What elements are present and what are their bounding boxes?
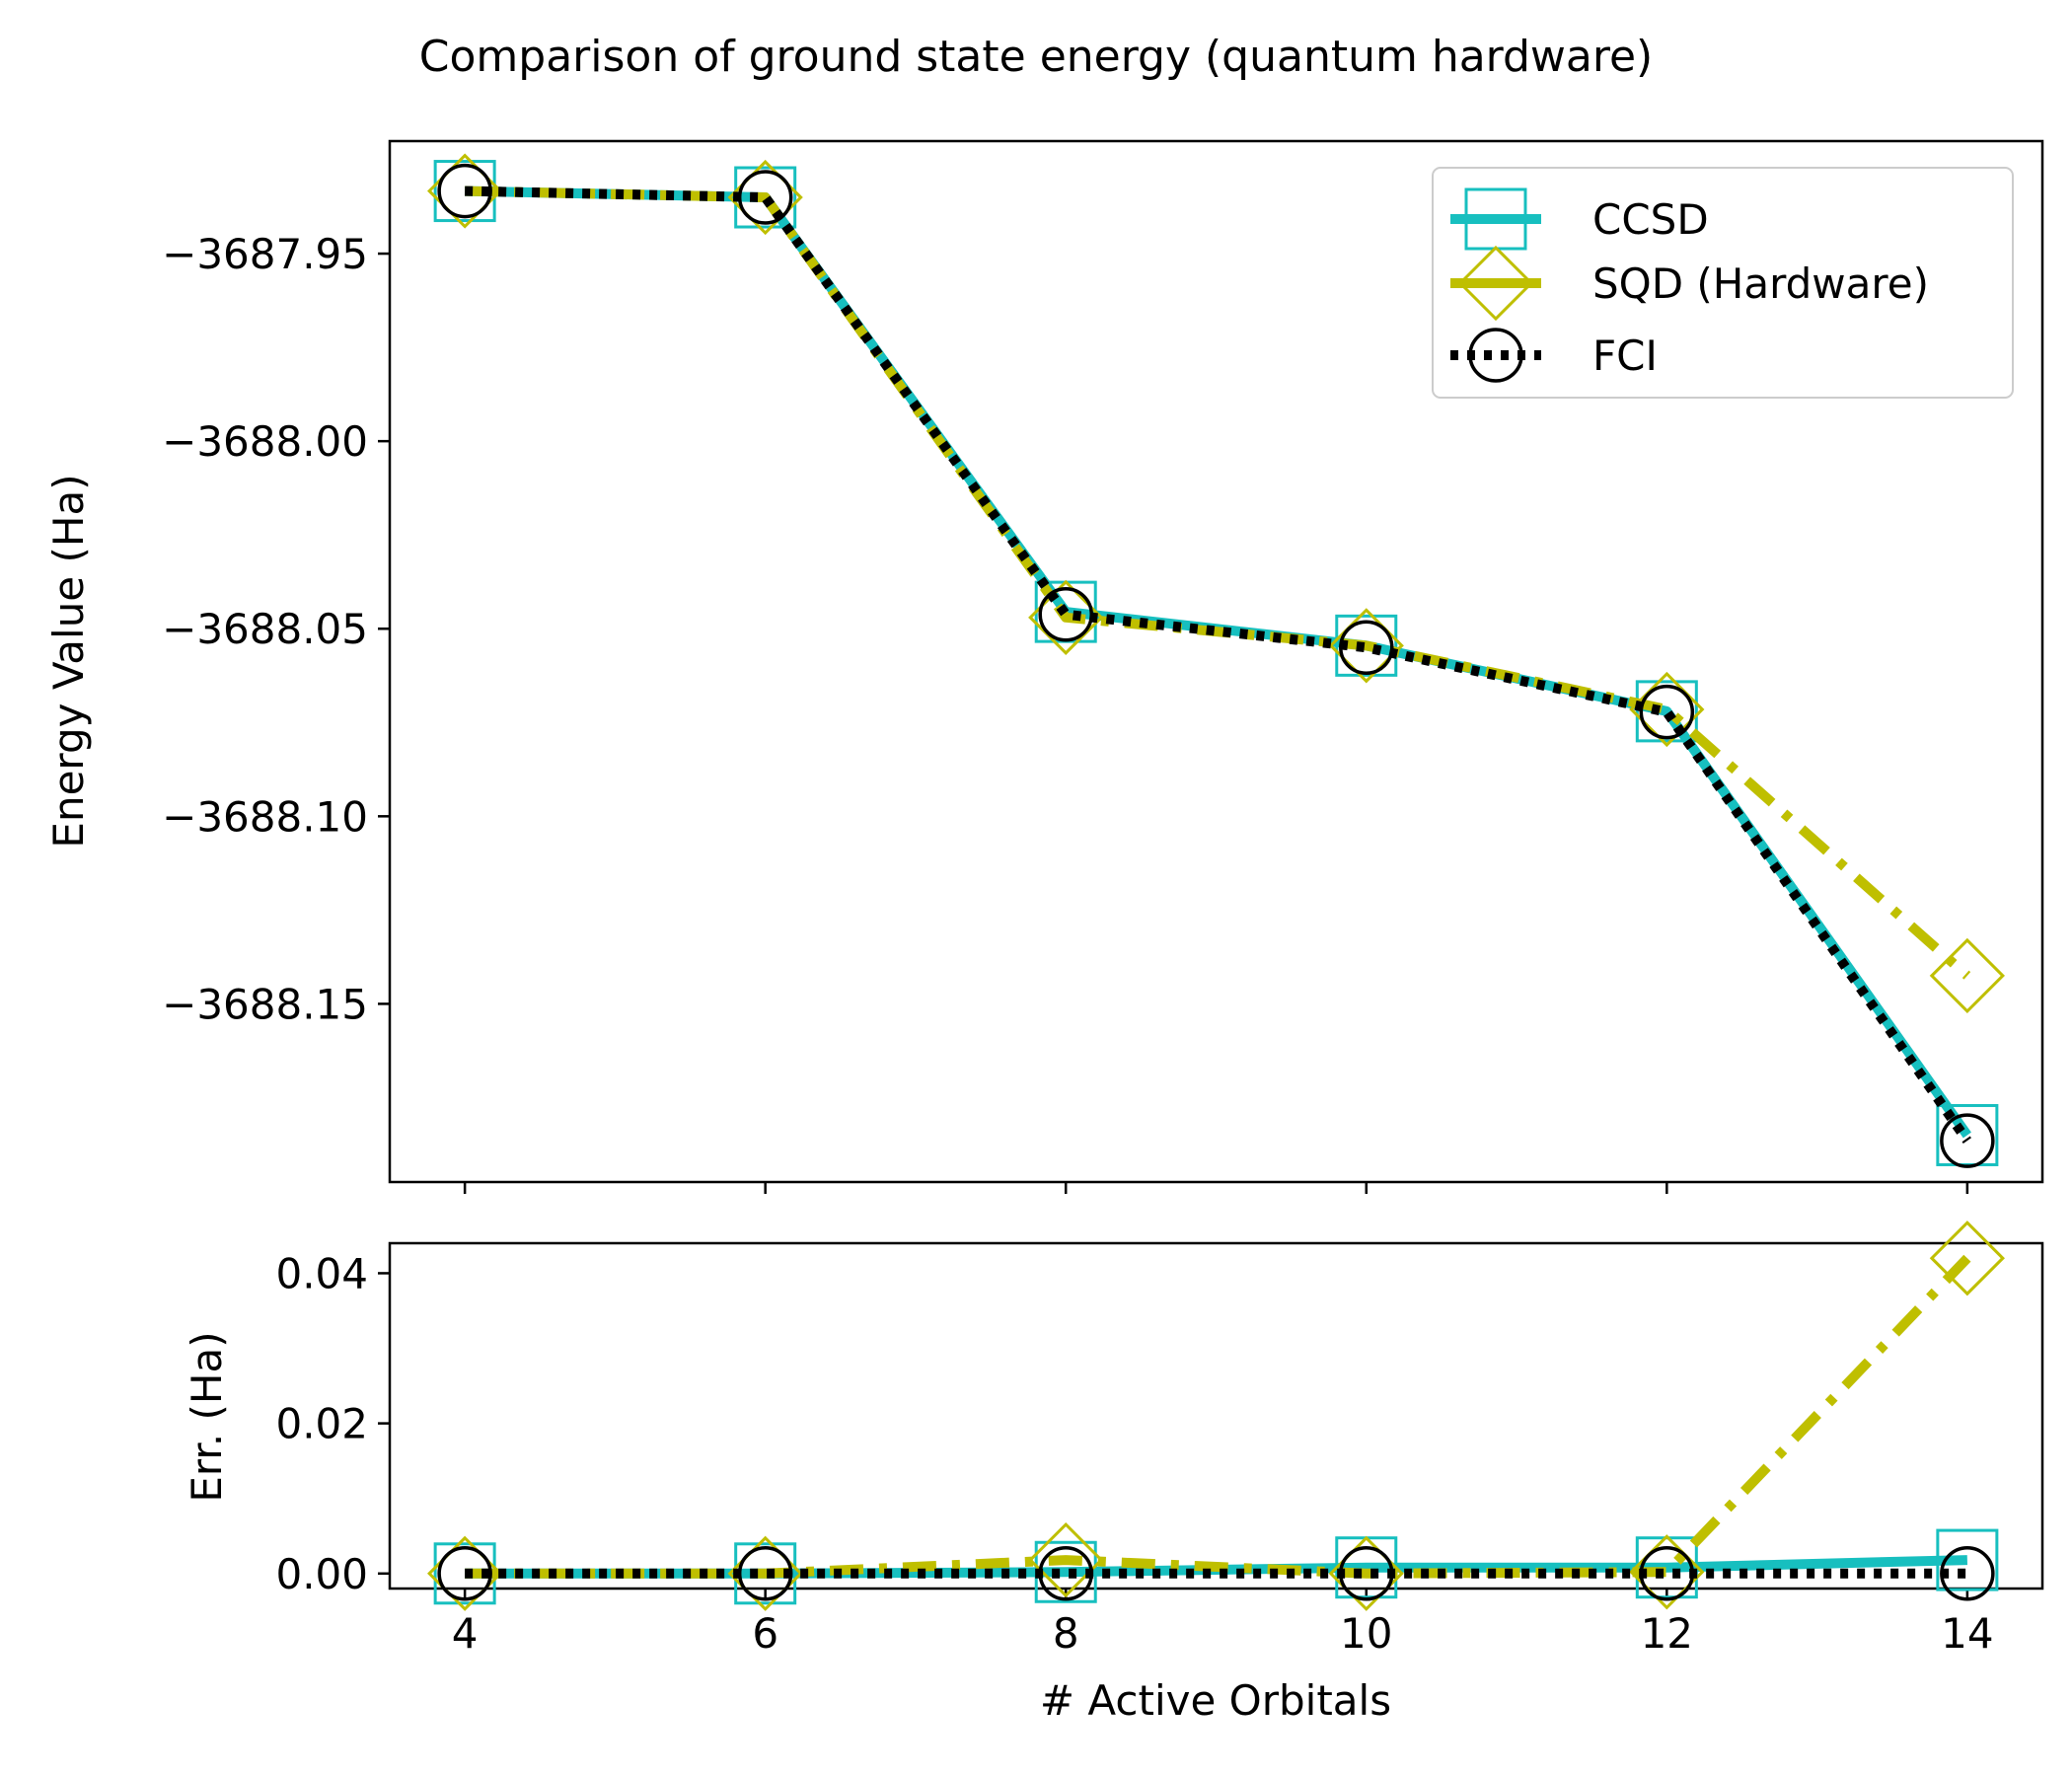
energy-y-tick-label: −3688.10 (162, 792, 368, 841)
energy-point-fci (737, 170, 793, 225)
energy-point-fci (1038, 587, 1093, 642)
error-x-tick-label: 12 (1641, 1609, 1693, 1658)
error-y-tick-label: 0.04 (275, 1249, 368, 1297)
energy-point-fci (1339, 620, 1394, 675)
error-point-fci (1940, 1546, 1995, 1601)
energy-point-ccsd (1335, 614, 1398, 677)
energy-y-tick-label: −3687.95 (162, 230, 368, 278)
energy-y-tick-label: −3688.00 (162, 417, 368, 466)
error-x-tick-label: 4 (452, 1609, 479, 1658)
legend-marker-sqd-hardware (1457, 245, 1534, 322)
energy-series-line-fci (465, 185, 1971, 1145)
error-y-tick-label: 0.02 (275, 1400, 368, 1448)
energy-x-ticks (463, 1182, 1969, 1194)
energy-point-fci (437, 163, 492, 219)
energy-panel-frame (388, 139, 2044, 1184)
chart-title: Comparison of ground state energy (quant… (419, 32, 1653, 82)
error-point-fci (737, 1546, 793, 1601)
error-series (427, 1221, 2005, 1611)
error-x-tick-label: 10 (1340, 1609, 1392, 1658)
legend-marker-fci (1468, 328, 1523, 383)
error-panel-frame (388, 1241, 2044, 1591)
error-point-fci (1038, 1546, 1093, 1601)
error-x-tick-label: 6 (752, 1609, 778, 1658)
legend: CCSD SQD (Hardware) FCI (1432, 167, 2014, 399)
energy-panel: −3687.95 −3688.00 −3688.05 −3688.10 −3688.15… (44, 139, 2044, 1194)
error-y-ticks: 0.00 0.02 0.04 (275, 1249, 390, 1598)
energy-y-ticks: −3687.95 −3688.00 −3688.05 −3688.10 −3688.15 (162, 230, 390, 1028)
energy-y-tick-label: −3688.15 (162, 980, 368, 1028)
legend-label-fci: FCI (1592, 332, 1658, 380)
energy-series-line-sqd-hardware (465, 185, 1971, 980)
error-point-sqd-hardware (1028, 1521, 1104, 1598)
energy-point-sqd-hardware (1629, 671, 1705, 748)
error-point-ccsd (1936, 1528, 1999, 1591)
x-axis-label: # Active Orbitals (1040, 1676, 1391, 1725)
legend-label-sqd-hardware: SQD (Hardware) (1592, 259, 1929, 308)
error-point-sqd-hardware (1929, 1221, 2005, 1296)
error-series-line-sqd-hardware (465, 1254, 1971, 1579)
error-point-fci (437, 1546, 492, 1601)
energy-y-tick-label: −3688.05 (162, 605, 368, 653)
energy-point-ccsd (1635, 680, 1698, 743)
energy-series (427, 153, 2005, 1168)
error-panel: 0.00 0.02 0.04 4 6 8 10 12 14 Err. (Ha) (183, 1221, 2044, 1658)
error-x-ticks: 4 6 8 10 12 14 (452, 1589, 1994, 1658)
energy-y-axis-label: Energy Value (Ha) (44, 474, 93, 848)
energy-point-fci (1940, 1113, 1995, 1168)
legend-label-ccsd: CCSD (1592, 195, 1709, 244)
legend-frame (1432, 167, 2014, 399)
energy-point-sqd-hardware (1929, 937, 2005, 1014)
error-y-axis-label: Err. (Ha) (183, 1331, 231, 1502)
error-x-tick-label: 14 (1941, 1609, 1993, 1658)
error-point-fci (1339, 1546, 1394, 1601)
energy-point-fci (1639, 684, 1695, 740)
error-y-tick-label: 0.00 (275, 1550, 368, 1598)
error-x-tick-label: 8 (1053, 1609, 1079, 1658)
error-point-fci (1639, 1546, 1695, 1601)
